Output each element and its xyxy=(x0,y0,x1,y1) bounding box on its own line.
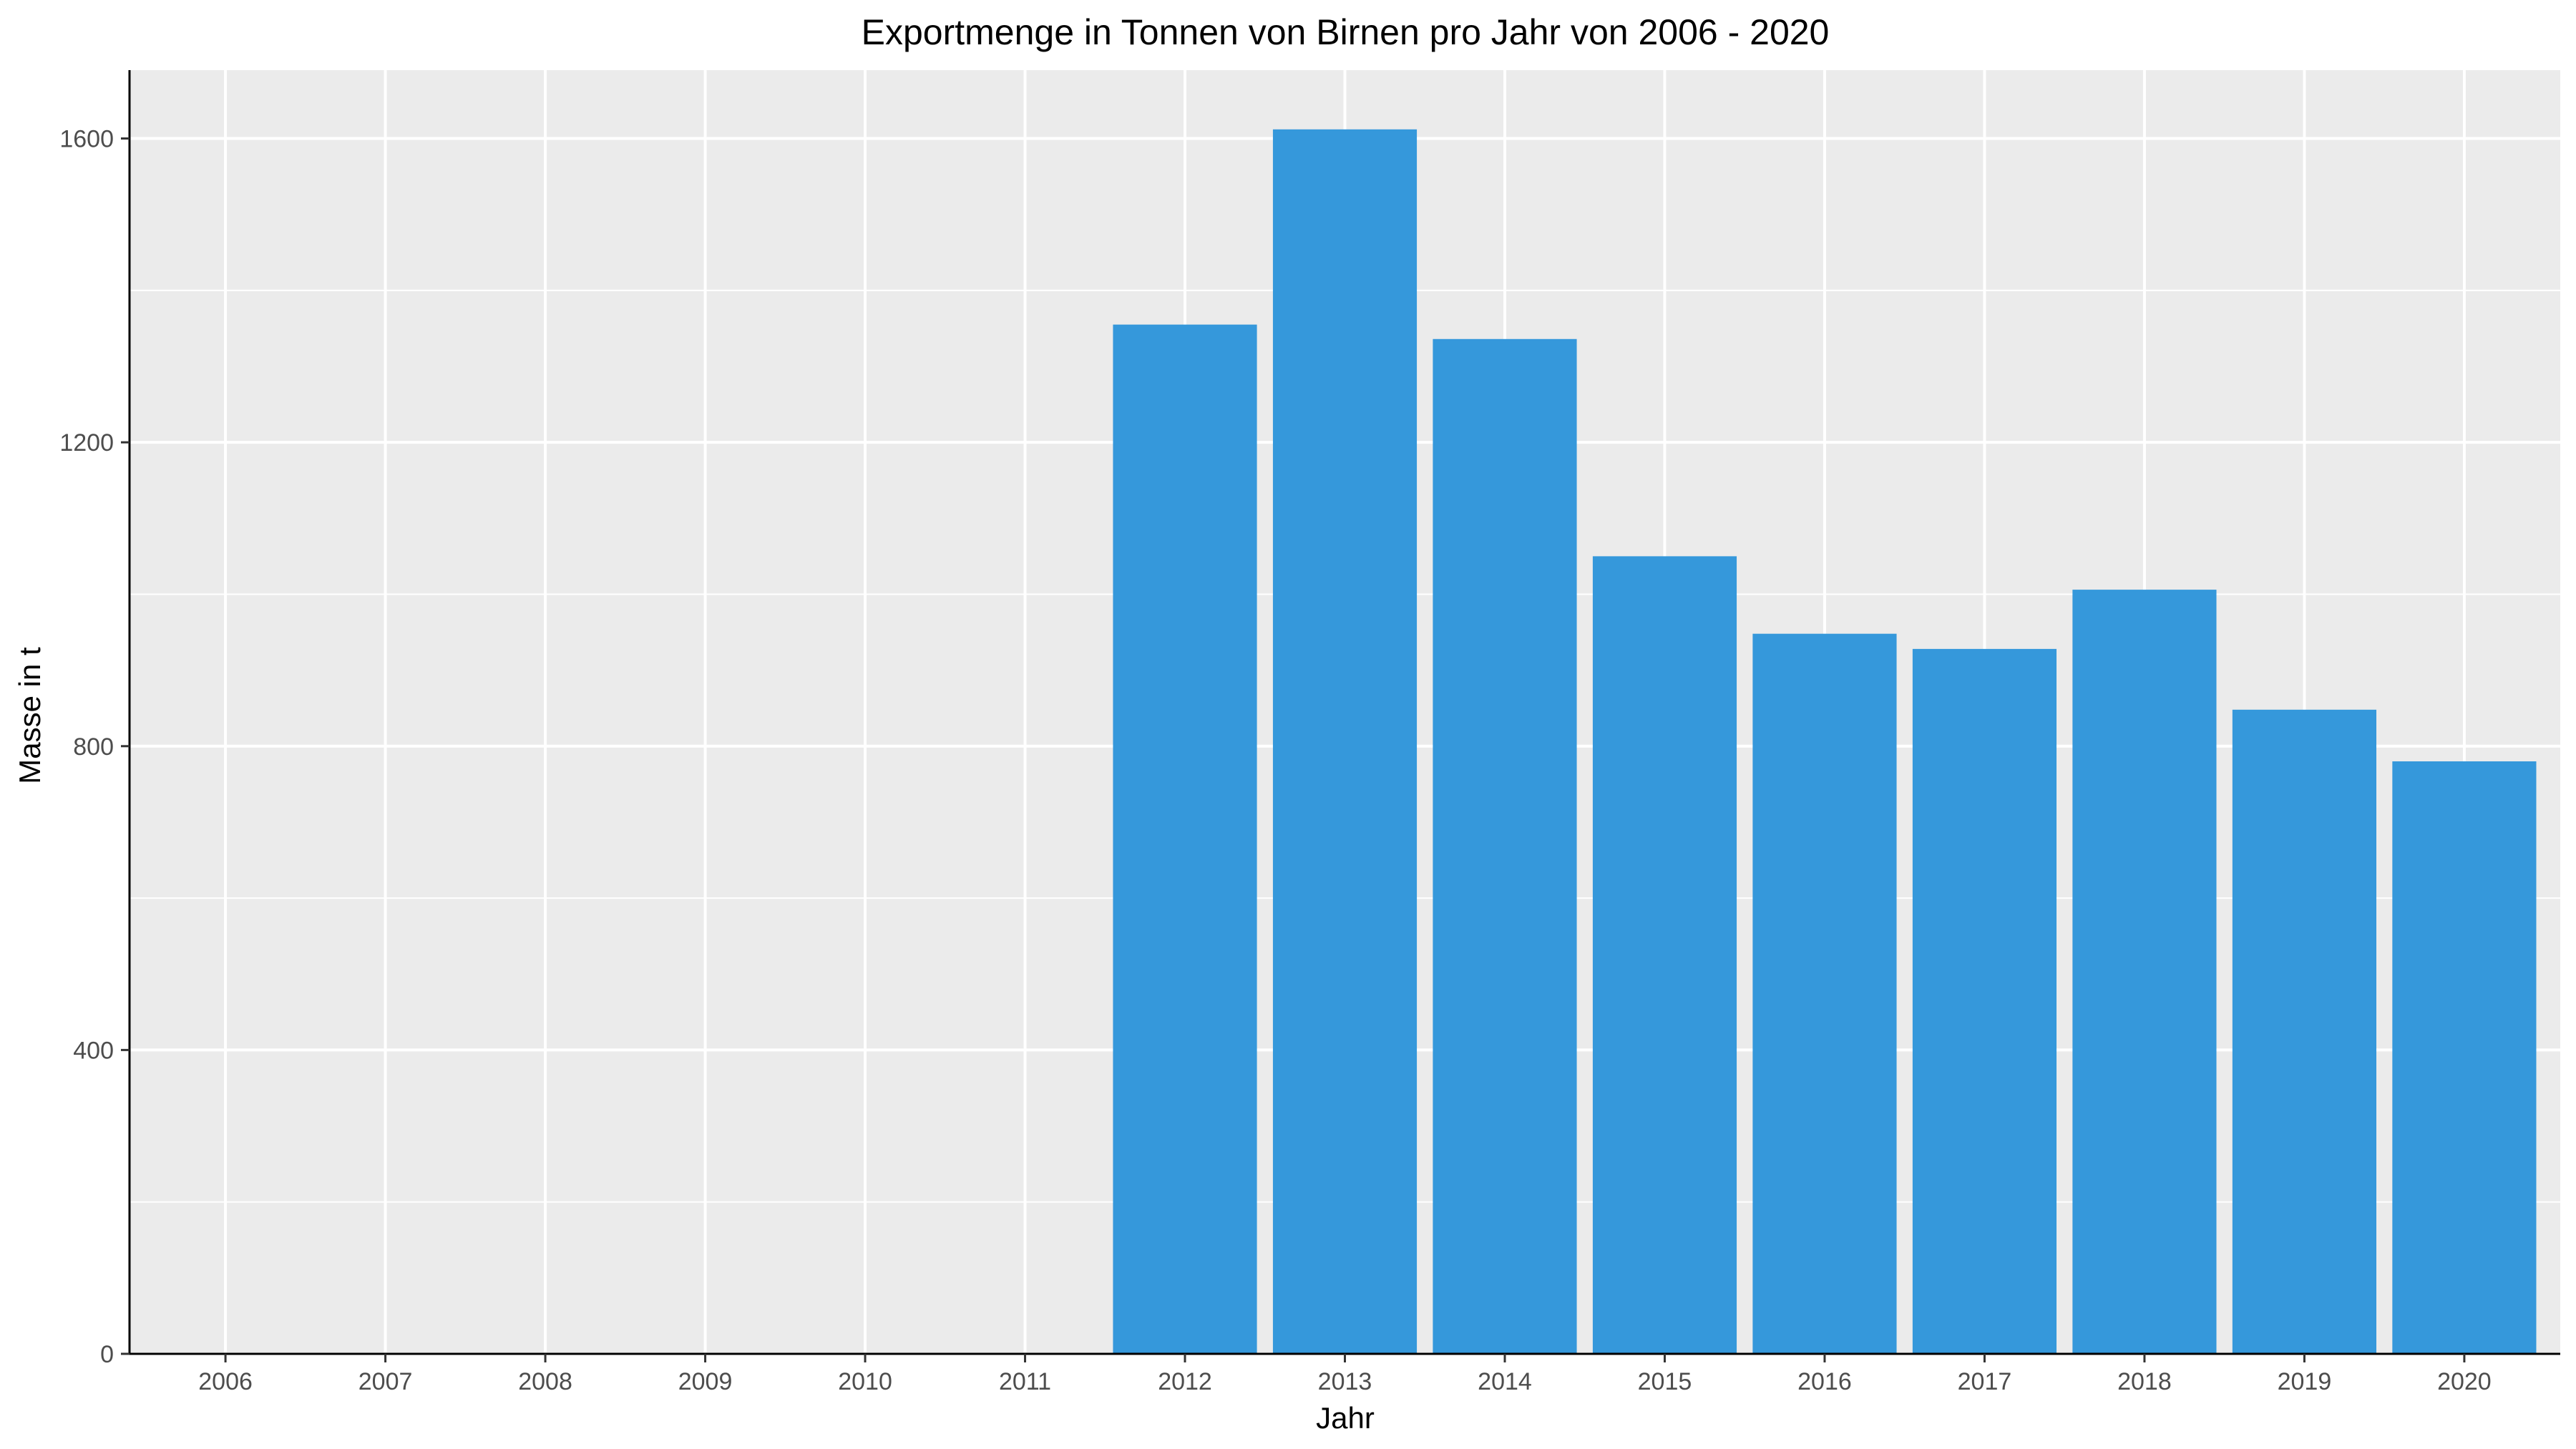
bar-2020 xyxy=(2392,761,2537,1354)
bar-2016 xyxy=(1752,633,1897,1354)
x-tick-label: 2015 xyxy=(1638,1368,1692,1395)
x-tick-label: 2013 xyxy=(1318,1368,1372,1395)
x-tick-label: 2014 xyxy=(1478,1368,1532,1395)
x-tick-label: 2019 xyxy=(2278,1368,2332,1395)
bar-2012 xyxy=(1113,324,1257,1355)
bar-2015 xyxy=(1592,556,1737,1354)
bar-2018 xyxy=(2072,590,2217,1354)
axes xyxy=(121,70,2560,1362)
y-tick-label: 800 xyxy=(73,733,114,761)
y-tick-label: 400 xyxy=(73,1037,114,1064)
x-axis-title: Jahr xyxy=(1316,1401,1375,1435)
x-tick-label: 2008 xyxy=(518,1368,572,1395)
tick-labels: 0 400 800 1200 1600 2006 2007 2008 2009 2010 2011 2… xyxy=(59,126,2491,1395)
bar-2019 xyxy=(2232,709,2376,1354)
bars xyxy=(1113,129,2537,1355)
x-tick-label: 2012 xyxy=(1158,1368,1212,1395)
x-tick-label: 2011 xyxy=(999,1368,1051,1395)
x-tick-label: 2006 xyxy=(198,1368,253,1395)
bar-2017 xyxy=(1912,648,2057,1354)
x-tick-label: 2009 xyxy=(678,1368,733,1395)
x-tick-label: 2010 xyxy=(838,1368,892,1395)
y-tick-label: 0 xyxy=(100,1341,114,1368)
x-tick-label: 2020 xyxy=(2437,1368,2492,1395)
x-tick-label: 2007 xyxy=(358,1368,413,1395)
x-tick-label: 2018 xyxy=(2117,1368,2172,1395)
y-tick-label: 1200 xyxy=(59,429,114,457)
y-tick-label: 1600 xyxy=(59,126,114,153)
y-axis-title: Masse in t xyxy=(13,647,47,784)
x-tick-label: 2017 xyxy=(1958,1368,2012,1395)
bar-2013 xyxy=(1272,129,1418,1354)
bar-2014 xyxy=(1433,338,1577,1354)
x-tick-label: 2016 xyxy=(1797,1368,1852,1395)
chart-title: Exportmenge in Tonnen von Birnen pro Jah… xyxy=(862,12,1830,52)
